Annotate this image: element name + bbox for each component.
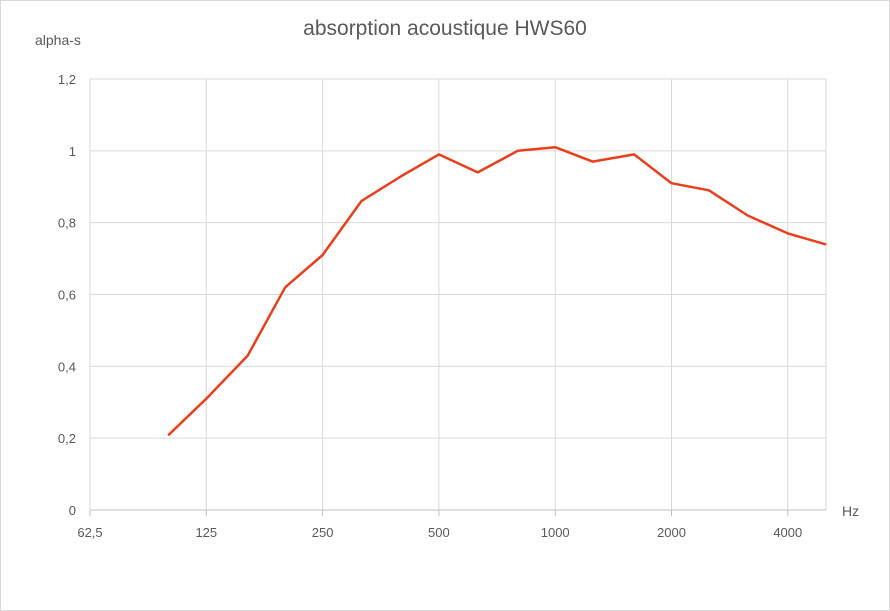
- grid-layer: [89, 78, 827, 510]
- axis-layer: [89, 509, 826, 516]
- x-tick-label: 500: [428, 525, 450, 540]
- y-tick-label: 0,6: [58, 288, 76, 303]
- x-tick-label: 2000: [657, 525, 686, 540]
- series-line: [167, 145, 827, 436]
- y-axis-label: alpha-s: [35, 32, 81, 48]
- series-layer: [167, 145, 827, 436]
- y-tick-label: 1,2: [58, 72, 76, 87]
- x-tick-label: 250: [312, 525, 334, 540]
- x-tick-label: 62,5: [77, 525, 102, 540]
- x-tick-label: 1000: [541, 525, 570, 540]
- chart-title: absorption acoustique HWS60: [303, 17, 587, 40]
- x-tick-label: 4000: [773, 525, 802, 540]
- y-tick-label: 0,2: [58, 431, 76, 446]
- y-tick-label: 0,8: [58, 216, 76, 231]
- x-tick-label: 125: [195, 525, 217, 540]
- x-axis-label: Hz: [842, 503, 860, 519]
- y-tick-label: 0,4: [58, 359, 76, 374]
- y-tick-label: 1: [69, 144, 76, 159]
- tick-labels-layer: 0 0,2 0,4 0,6 0,8 1 1,2 62,5 125 250 500 1000 2000 40…: [58, 72, 802, 540]
- y-tick-label: 0: [69, 503, 76, 518]
